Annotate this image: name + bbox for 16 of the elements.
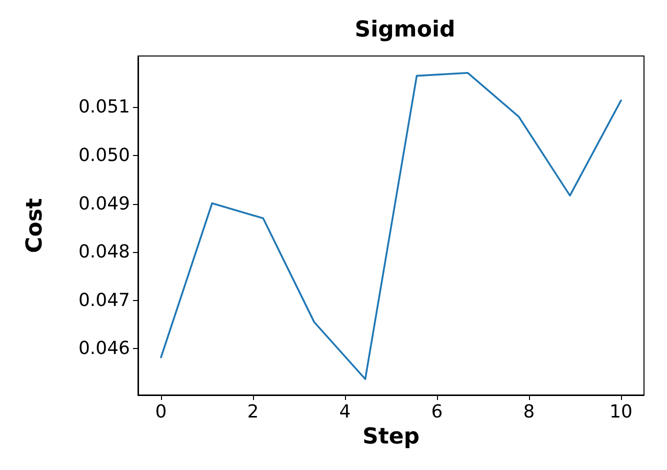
y-tick-label: 0.046 xyxy=(78,338,130,360)
x-axis-title: Step xyxy=(362,424,420,450)
y-tick-label: 0.051 xyxy=(78,96,130,118)
y-tick-label: 0.048 xyxy=(78,242,130,263)
x-tick-label: 6 xyxy=(431,402,443,422)
x-tick-label: 2 xyxy=(247,402,259,422)
x-tick-label: 8 xyxy=(523,402,535,422)
chart-title: Sigmoid xyxy=(354,18,456,42)
x-tick-label: 10 xyxy=(610,402,632,422)
line-series xyxy=(160,72,622,380)
y-axis-title: Cost xyxy=(22,198,48,253)
y-tick-label: 0.047 xyxy=(78,290,130,311)
x-tick-label: 0 xyxy=(155,402,167,422)
y-tick-label: 0.050 xyxy=(78,144,130,166)
x-tick-label: 4 xyxy=(339,402,351,422)
y-tick-label: 0.049 xyxy=(78,193,130,214)
